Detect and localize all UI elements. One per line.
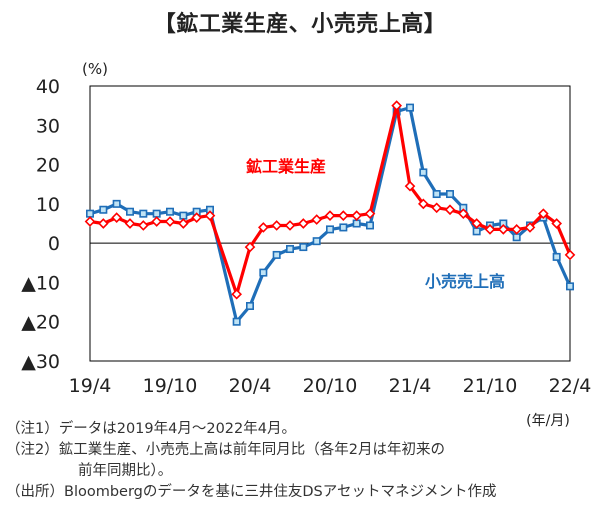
x-tick-label: 19/4	[69, 375, 112, 397]
data-point	[139, 209, 148, 218]
y-axis: 40 30 20 10 0 ▲10 ▲20 ▲30	[21, 76, 60, 373]
data-point	[271, 220, 282, 231]
x-tick-label: 21/10	[463, 375, 518, 397]
data-point	[246, 301, 255, 310]
data-point	[365, 221, 374, 230]
data-point	[272, 250, 281, 259]
data-point	[338, 210, 349, 221]
data-point	[179, 211, 188, 220]
data-point	[204, 210, 216, 221]
data-point	[178, 218, 189, 229]
data-point	[431, 202, 442, 214]
data-point	[565, 282, 574, 291]
data-point	[418, 198, 429, 210]
data-point	[444, 204, 456, 216]
data-point	[259, 268, 268, 277]
data-point	[471, 218, 482, 229]
x-tick-label: 22/4	[549, 375, 592, 397]
series-layer	[84, 100, 576, 326]
data-point	[98, 218, 109, 229]
y-tick-label: ▲20	[21, 312, 60, 334]
data-point	[524, 222, 536, 233]
data-point	[419, 168, 428, 177]
data-point	[538, 208, 549, 220]
data-point	[232, 317, 241, 326]
data-point	[498, 224, 509, 235]
series-line	[89, 103, 572, 296]
annotation-retail-sales: 小売売上高	[425, 272, 505, 291]
x-tick-label: 21/4	[389, 375, 432, 397]
y-tick-label: ▲30	[21, 351, 60, 373]
annotation-industrial-production: 鉱工業生産	[246, 157, 326, 176]
data-point	[285, 245, 294, 254]
data-point	[405, 103, 414, 112]
data-point	[551, 218, 562, 229]
series-0	[84, 100, 576, 300]
data-point	[472, 227, 481, 236]
data-point	[164, 216, 176, 227]
data-point	[325, 225, 334, 234]
x-tick-label: 19/10	[143, 375, 198, 397]
data-point	[258, 222, 269, 233]
data-point	[231, 288, 242, 300]
data-point	[511, 224, 522, 235]
chart-title: 【鉱工業生産、小売売上高】	[153, 12, 447, 37]
footnote-2-continued: 前年同期比）。	[78, 463, 173, 479]
data-point	[339, 223, 348, 232]
data-point	[364, 208, 376, 220]
data-point	[512, 233, 521, 242]
data-point	[351, 210, 362, 221]
data-point	[112, 199, 121, 208]
data-point	[312, 237, 321, 246]
x-tick-label: 20/10	[303, 375, 358, 397]
data-point	[86, 209, 95, 218]
data-point	[324, 210, 336, 221]
data-point	[111, 212, 122, 223]
data-point	[552, 252, 561, 261]
data-point	[138, 220, 149, 231]
data-point	[284, 220, 296, 231]
y-tick-label: 0	[48, 233, 60, 255]
source-note: （出所）Bloombergのデータを基に三井住友DSアセットマネジメント作成	[6, 484, 497, 500]
footnotes: （注1）データは2019年4月～2022年4月。 （注2）鉱工業生産、小売売上高…	[6, 419, 496, 503]
y-tick-label: 30	[36, 115, 60, 137]
data-point	[299, 243, 308, 252]
x-axis: 19/4 19/10 20/4 20/10 21/4 21/10 22/4	[69, 375, 592, 397]
data-point	[152, 209, 161, 218]
footnote-2: （注2）鉱工業生産、小売売上高は前年同月比（各年2月は年初来の	[6, 442, 445, 458]
data-point	[151, 216, 162, 227]
y-tick-label: ▲10	[21, 272, 60, 294]
data-point	[445, 190, 454, 199]
x-axis-label: (年/月)	[526, 413, 570, 429]
x-tick-label: 20/4	[229, 375, 272, 397]
data-point	[166, 207, 175, 216]
data-point	[126, 207, 135, 216]
data-point	[458, 208, 469, 220]
y-tick-label: 10	[36, 194, 60, 216]
data-point	[391, 100, 402, 111]
data-point	[298, 218, 309, 229]
data-point	[484, 224, 496, 235]
data-point	[84, 216, 96, 227]
data-point	[99, 205, 108, 214]
data-point	[432, 190, 441, 199]
data-point	[311, 214, 322, 225]
y-axis-label: (%)	[82, 60, 108, 78]
data-point	[191, 212, 202, 223]
footnote-1: （注1）データは2019年4月～2022年4月。	[6, 421, 296, 437]
y-tick-label: 40	[36, 76, 60, 98]
y-tick-label: 20	[36, 155, 60, 177]
data-point	[564, 249, 576, 261]
data-point	[352, 219, 361, 228]
data-point	[124, 218, 136, 229]
data-point	[244, 241, 256, 253]
data-point	[404, 180, 416, 192]
